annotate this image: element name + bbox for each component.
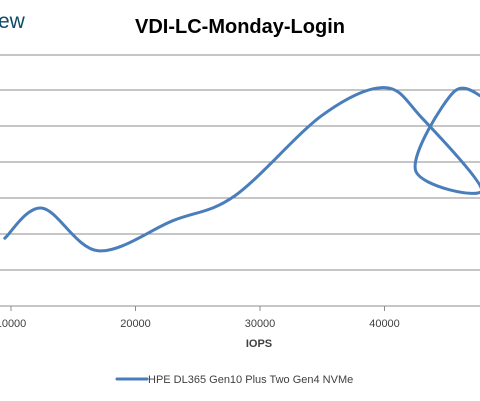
chart-title: VDI-LC-Monday-Login (135, 16, 345, 38)
x-tick-label: 30000 (245, 318, 276, 330)
series-line (3, 86, 480, 253)
brand-logo-fragment: ew (0, 10, 26, 33)
x-tick-label: 40000 (369, 318, 400, 330)
gridlines (0, 54, 480, 307)
x-tick-label: 10000 (0, 318, 26, 330)
x-tick-label: 20000 (120, 318, 151, 330)
legend-label: HPE DL365 Gen10 Plus Two Gen4 NVMe (148, 374, 353, 386)
legend: HPE DL365 Gen10 Plus Two Gen4 NVMe (115, 374, 353, 386)
x-axis-label: IOPS (246, 338, 272, 350)
x-axis-ticks: 10000 20000 30000 40000 (0, 306, 400, 330)
